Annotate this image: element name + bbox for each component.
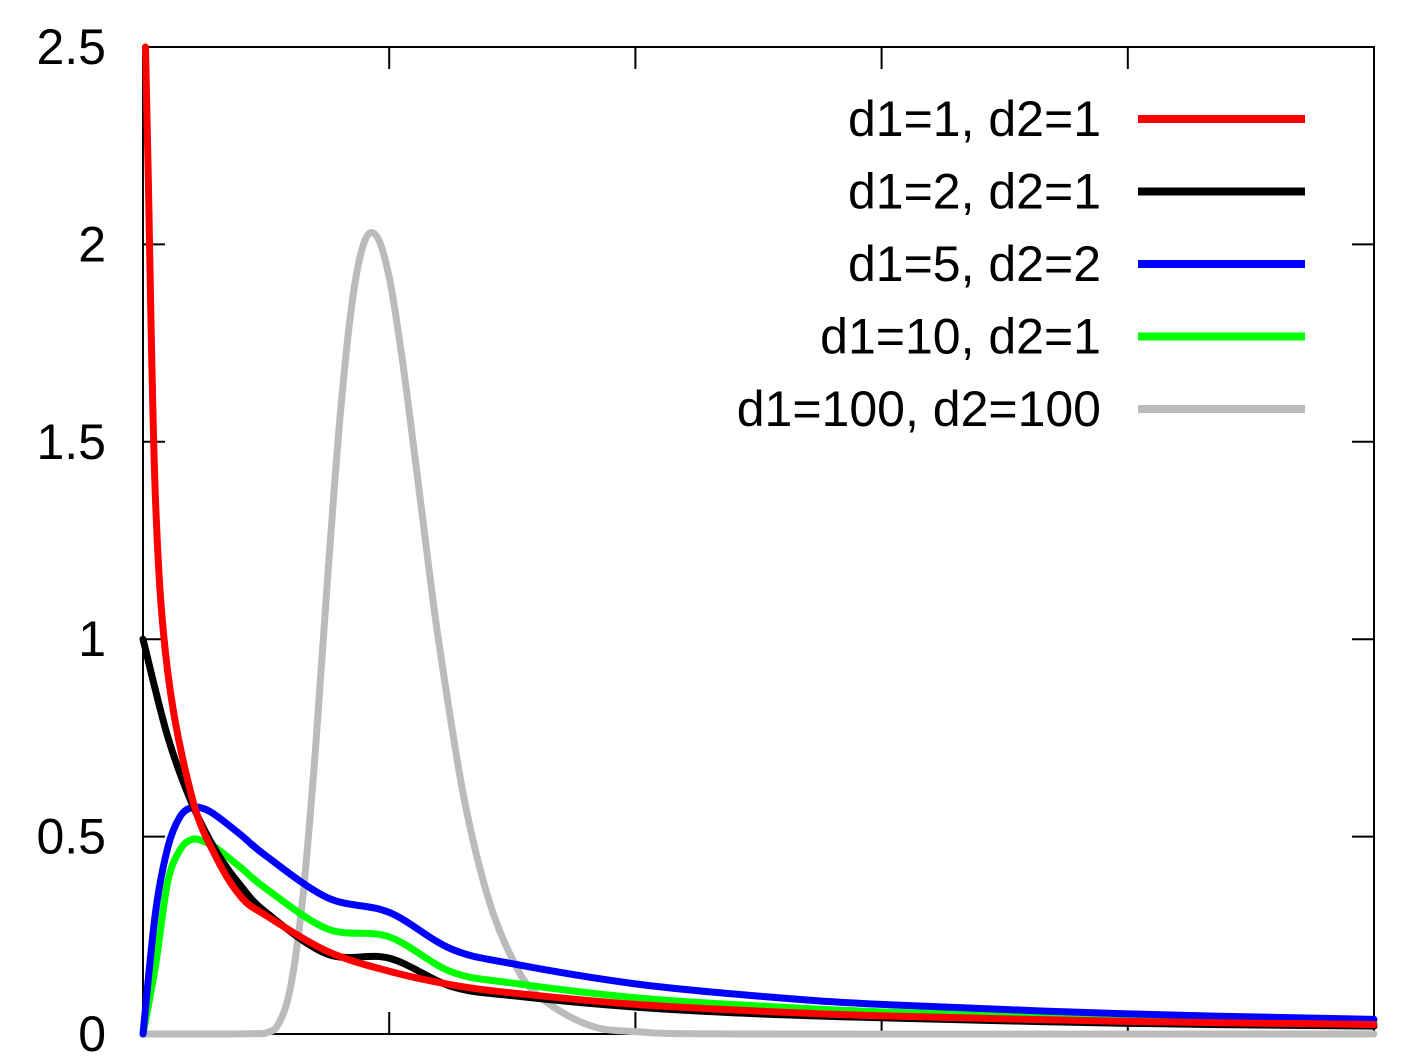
y-tick-label: 1 [78,611,106,667]
legend: d1=1, d2=1 d1=2, d2=1 d1=5, d2=2 d1=10, d2=… [737,91,1305,437]
legend-label-4: d1=100, d2=100 [737,381,1101,437]
series-line-0 [141,43,1378,1029]
legend-label-0: d1=1, d2=1 [848,91,1101,147]
legend-label-1: d1=2, d2=1 [848,164,1101,220]
series-lines [139,43,1378,1038]
y-tick-label: 1.5 [36,414,106,470]
series-line-1 [139,635,1378,1030]
y-tick-label: 2 [78,216,106,272]
y-tick-label: 0.5 [36,809,106,865]
series-line-2 [139,803,1378,1038]
series-line-3 [139,835,1378,1038]
axis-ticks: 0 0.5 1 1.5 2 2.5 [36,19,1375,1062]
legend-label-3: d1=10, d2=1 [820,309,1101,365]
y-tick-label: 2.5 [36,19,106,75]
series-line-4 [139,229,1378,1038]
y-tick-label: 0 [78,1006,106,1062]
legend-label-2: d1=5, d2=2 [848,236,1101,292]
